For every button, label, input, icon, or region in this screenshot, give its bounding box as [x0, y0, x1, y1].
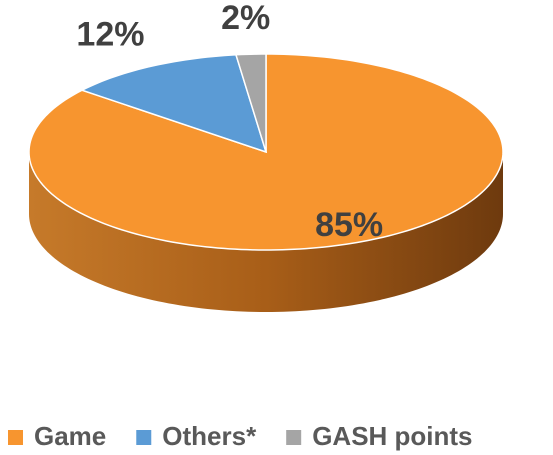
- legend-swatch: [136, 430, 152, 445]
- legend-swatch: [286, 430, 302, 445]
- legend-swatch: [8, 430, 23, 445]
- data-label: 2%: [221, 0, 270, 37]
- slice-side: [29, 152, 503, 312]
- slice: [80, 54, 268, 154]
- legend-label: Others*: [162, 421, 257, 451]
- legend-label: GASH points: [312, 421, 472, 451]
- data-label: 12%: [76, 15, 144, 53]
- slice: [234, 53, 267, 153]
- data-label: 85%: [315, 206, 383, 244]
- legend-label: Game: [34, 421, 106, 451]
